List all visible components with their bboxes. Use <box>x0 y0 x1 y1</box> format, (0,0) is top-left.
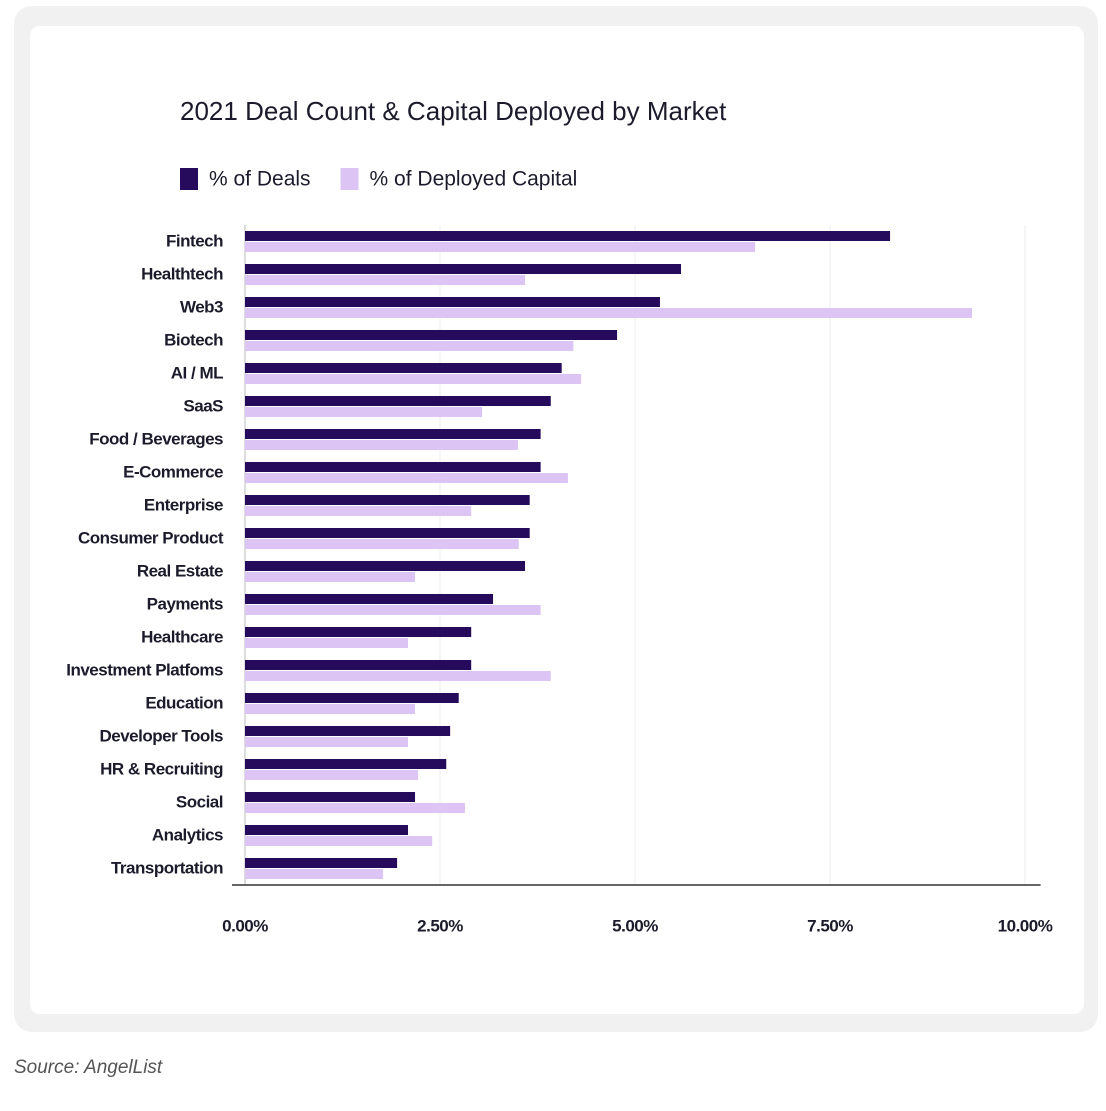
bar <box>245 594 494 604</box>
plot: 0.00% 2.50% 5.00% 7.50% 10.00% % of Deals % of… <box>66 168 1053 936</box>
bar <box>245 660 472 670</box>
y-tick-label: Payments <box>147 594 223 613</box>
y-tick-label: Social <box>176 792 223 811</box>
bar <box>245 396 551 406</box>
bar <box>245 869 384 879</box>
bar <box>245 671 551 681</box>
legend-label: % of Deals <box>209 168 311 191</box>
y-tick-label: Enterprise <box>144 495 223 514</box>
bar <box>245 462 541 472</box>
bar <box>245 627 472 637</box>
bar <box>245 737 409 747</box>
bar <box>245 440 518 450</box>
bar <box>245 858 398 868</box>
bar <box>245 825 409 835</box>
bar <box>245 429 541 439</box>
y-tick-label: Fintech <box>166 231 223 250</box>
bar <box>245 264 682 274</box>
bar <box>245 539 519 549</box>
bar <box>245 759 447 769</box>
y-tick-label: Education <box>145 693 223 712</box>
y-tick-label: HR & Recruiting <box>100 759 223 778</box>
bar <box>245 275 526 285</box>
bar <box>245 561 526 571</box>
bar <box>245 473 568 483</box>
x-tick-label: 10.00% <box>998 916 1053 935</box>
x-tick-label: 7.50% <box>807 916 853 935</box>
bar <box>245 231 891 241</box>
y-tick-label: Healthcare <box>141 627 223 646</box>
y-tick-label: Analytics <box>152 825 223 844</box>
bar <box>245 297 660 307</box>
bar <box>245 704 416 714</box>
y-tick-label: Transportation <box>111 858 223 877</box>
y-tick-label: AI / ML <box>171 363 223 382</box>
bar <box>245 638 409 648</box>
y-tick-label: SaaS <box>183 396 223 415</box>
bar <box>245 726 451 736</box>
y-tick-label: Developer Tools <box>100 726 224 745</box>
y-tick-label: Web3 <box>180 297 223 316</box>
x-tick-label: 5.00% <box>612 916 658 935</box>
chart-title: 2021 Deal Count & Capital Deployed by Ma… <box>180 96 727 126</box>
bar <box>245 770 419 780</box>
y-tick-label: Biotech <box>164 330 223 349</box>
legend-swatch <box>180 168 198 190</box>
y-tick-label: E-Commerce <box>123 462 223 481</box>
bar <box>245 341 574 351</box>
bar <box>245 803 465 813</box>
bar <box>245 792 416 802</box>
y-tick-label: Investment Platfoms <box>66 660 223 679</box>
y-tick-label: Food / Beverages <box>89 429 223 448</box>
y-tick-label: Consumer Product <box>78 528 224 547</box>
x-tick-label: 2.50% <box>417 916 463 935</box>
bar <box>245 363 562 373</box>
bar <box>245 572 416 582</box>
y-tick-label: Real Estate <box>137 561 223 580</box>
y-tick-label: Healthtech <box>141 264 223 283</box>
bar <box>245 308 972 318</box>
bar <box>245 242 756 252</box>
bar <box>245 407 483 417</box>
bar <box>245 330 618 340</box>
legend-label: % of Deployed Capital <box>370 168 578 191</box>
bar <box>245 506 472 516</box>
bar <box>245 374 582 384</box>
legend-swatch <box>340 168 359 190</box>
bar <box>245 605 541 615</box>
bar <box>245 836 433 846</box>
bar <box>245 693 459 703</box>
source-note: Source: AngelList <box>14 1057 163 1078</box>
bar <box>245 495 530 505</box>
bar <box>245 528 530 538</box>
x-tick-label: 0.00% <box>222 916 268 935</box>
